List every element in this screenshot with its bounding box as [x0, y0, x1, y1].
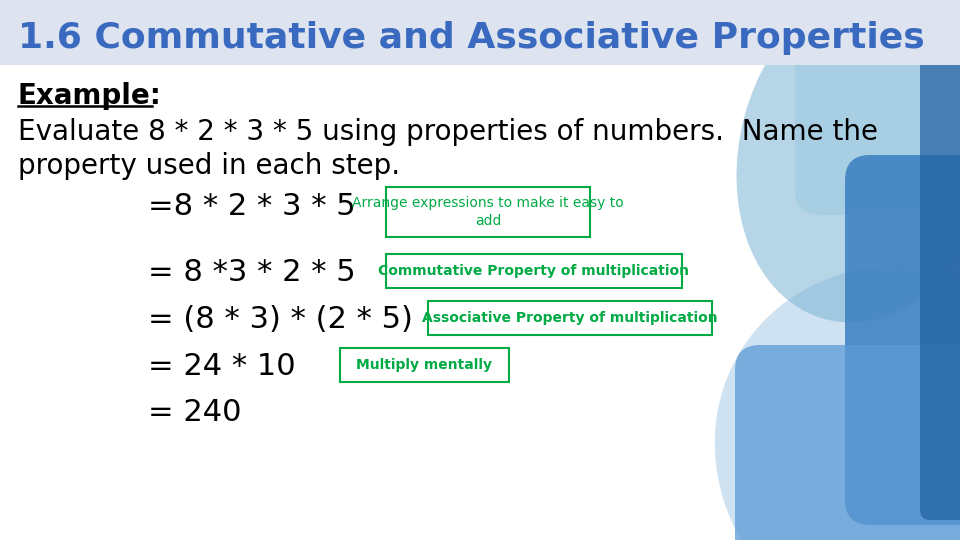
- Text: Commutative Property of multiplication: Commutative Property of multiplication: [378, 264, 689, 278]
- Text: =8 * 2 * 3 * 5: =8 * 2 * 3 * 5: [148, 192, 355, 221]
- Text: Associative Property of multiplication: Associative Property of multiplication: [422, 311, 718, 325]
- Text: = 24 * 10: = 24 * 10: [148, 352, 296, 381]
- FancyBboxPatch shape: [386, 187, 590, 237]
- Ellipse shape: [715, 265, 960, 540]
- FancyBboxPatch shape: [920, 50, 960, 520]
- Text: = (8 * 3) * (2 * 5): = (8 * 3) * (2 * 5): [148, 305, 413, 334]
- Text: Multiply mentally: Multiply mentally: [356, 358, 492, 372]
- FancyBboxPatch shape: [386, 254, 682, 288]
- FancyBboxPatch shape: [428, 301, 712, 335]
- FancyBboxPatch shape: [795, 0, 960, 215]
- FancyBboxPatch shape: [735, 345, 960, 540]
- Text: Evaluate 8 * 2 * 3 * 5 using properties of numbers.  Name the: Evaluate 8 * 2 * 3 * 5 using properties …: [18, 118, 878, 146]
- Text: = 8 *3 * 2 * 5: = 8 *3 * 2 * 5: [148, 258, 355, 287]
- Text: = 240: = 240: [148, 398, 242, 427]
- Text: Example:: Example:: [18, 82, 162, 110]
- FancyBboxPatch shape: [845, 155, 960, 525]
- Text: 1.6 Commutative and Associative Properties: 1.6 Commutative and Associative Properti…: [18, 21, 924, 55]
- Ellipse shape: [736, 0, 960, 322]
- FancyBboxPatch shape: [340, 348, 509, 382]
- Bar: [0, 0, 960, 65]
- Text: property used in each step.: property used in each step.: [18, 152, 400, 180]
- Text: Arrange expressions to make it easy to
add: Arrange expressions to make it easy to a…: [352, 196, 624, 228]
